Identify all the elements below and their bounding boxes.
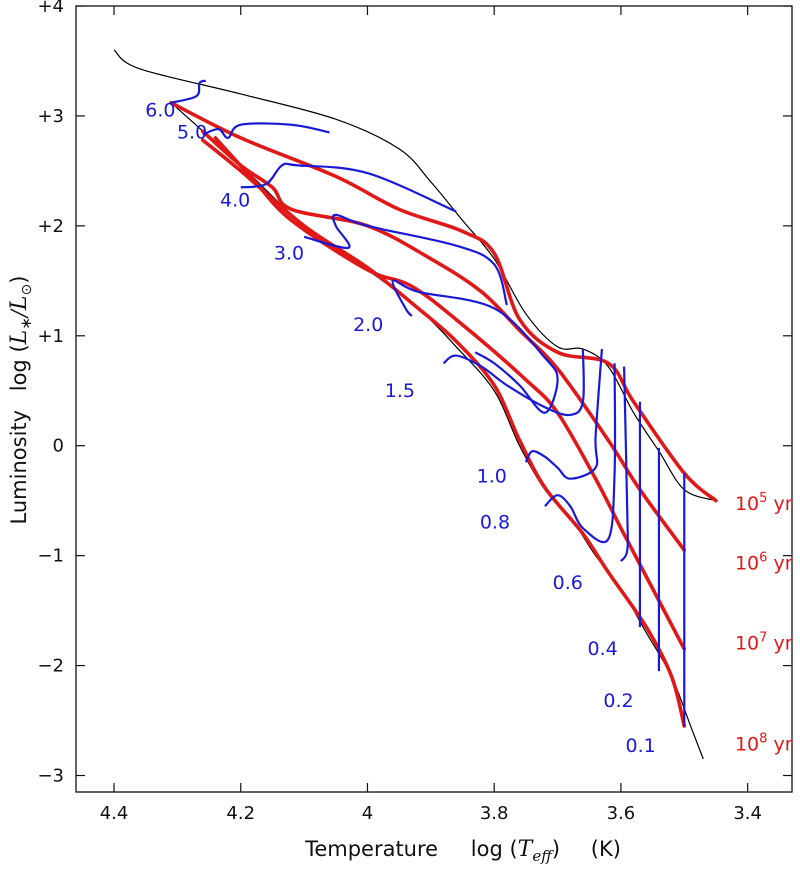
isochrone-label: 108 yr <box>735 732 793 756</box>
y-axis-title-sun-symbol: L <box>7 295 32 311</box>
isochrone-label-base: 10 <box>735 734 759 756</box>
mass-track-line <box>303 213 508 306</box>
mass-track-label: 2.0 <box>353 314 383 336</box>
y-axis-title-close: ) <box>7 276 31 284</box>
x-tick-label: 3.4 <box>733 803 762 824</box>
isochrone-label-exponent: 8 <box>759 732 767 747</box>
y-axis-title: Luminosity log (L∗/L⊙) <box>7 276 35 525</box>
y-axis-title-word: Luminosity <box>7 410 31 525</box>
x-axis-title-word: Temperature <box>304 837 438 861</box>
x-tick-label: 4.2 <box>226 803 255 824</box>
x-tick-label: 4.4 <box>100 803 129 824</box>
plot-frame <box>75 5 793 793</box>
y-axis-title-log: log ( <box>7 344 31 391</box>
isochrone-label-unit: yr <box>767 493 792 515</box>
mass-track-line <box>544 363 617 544</box>
x-axis-title-unit: (K) <box>591 837 621 861</box>
y-tick-label: +4 <box>37 0 64 17</box>
mass-track-line <box>202 122 330 140</box>
x-axis-title-subscript: eff <box>532 847 554 865</box>
mass-track-line <box>170 79 207 104</box>
y-tick-label: +2 <box>37 216 64 237</box>
isochrone-label-unit: yr <box>767 633 792 655</box>
mass-track-label: 3.0 <box>274 242 304 264</box>
x-tick-label: 4 <box>362 803 373 824</box>
isochrone-label-base: 10 <box>735 493 759 515</box>
y-axis-title-symbol: L <box>7 330 32 346</box>
y-tick-label: +1 <box>37 326 64 347</box>
mass-track-label: 0.1 <box>626 735 656 757</box>
isochrone-label: 105 yr <box>735 491 793 515</box>
mass-track-line <box>524 348 604 480</box>
isochrone-label: 106 yr <box>735 550 793 574</box>
x-tick-label: 3.8 <box>480 803 509 824</box>
mass-track-line <box>619 366 629 562</box>
mass-track-label: 0.4 <box>588 638 618 660</box>
isochrone-label-exponent: 6 <box>759 550 767 565</box>
y-tick-label: +3 <box>37 106 64 127</box>
mass-tracks <box>170 79 686 727</box>
mass-track-label: 1.5 <box>385 380 415 402</box>
mass-track-label: 5.0 <box>177 121 207 143</box>
x-tick-label: 3.6 <box>607 803 636 824</box>
y-tick-label: −2 <box>37 656 64 677</box>
mass-track-label: 6.0 <box>145 99 175 121</box>
zams-line <box>170 102 704 760</box>
isochrone-label-exponent: 5 <box>759 491 767 506</box>
y-tick-label: −3 <box>37 766 64 787</box>
isochrone-label-unit: yr <box>767 552 792 574</box>
mass-track-label: 0.2 <box>603 690 633 712</box>
x-axis-title: Temperature log (Teff) (K) <box>304 837 621 865</box>
mass-track-line <box>442 348 585 417</box>
isochrone-label-base: 10 <box>735 552 759 574</box>
y-axis-title-slash: / <box>7 308 31 319</box>
isochrone-label-exponent: 7 <box>759 631 767 646</box>
y-tick-label: −1 <box>37 546 64 567</box>
x-axis-title-symbol: T <box>518 837 535 862</box>
isochrone-label-unit: yr <box>767 734 792 756</box>
mass-track-label: 4.0 <box>220 190 250 212</box>
y-tick-label: 0 <box>53 436 64 457</box>
isochrone-line <box>213 136 687 651</box>
x-axis-title-log: log ( <box>471 837 518 861</box>
isochrone-label-base: 10 <box>735 633 759 655</box>
isochrone-label: 107 yr <box>735 631 793 655</box>
isochrone-line <box>200 129 687 552</box>
mass-track-line <box>240 162 457 213</box>
mass-track-label: 0.6 <box>553 572 583 594</box>
mass-track-label: 0.8 <box>480 512 510 534</box>
y-axis-title-sun-subscript: ⊙ <box>19 284 35 296</box>
y-axis-title-star: ∗ <box>17 317 35 330</box>
x-axis-title-close: ) <box>552 837 560 861</box>
isochrone-line <box>169 100 718 503</box>
axes: 4.4 4.2 4 3.8 3.6 3.4 +4 +3 +2 +1 0 −1 −2 −3 <box>37 0 793 824</box>
mass-track-line <box>391 279 559 414</box>
mass-track-label: 1.0 <box>477 466 507 488</box>
